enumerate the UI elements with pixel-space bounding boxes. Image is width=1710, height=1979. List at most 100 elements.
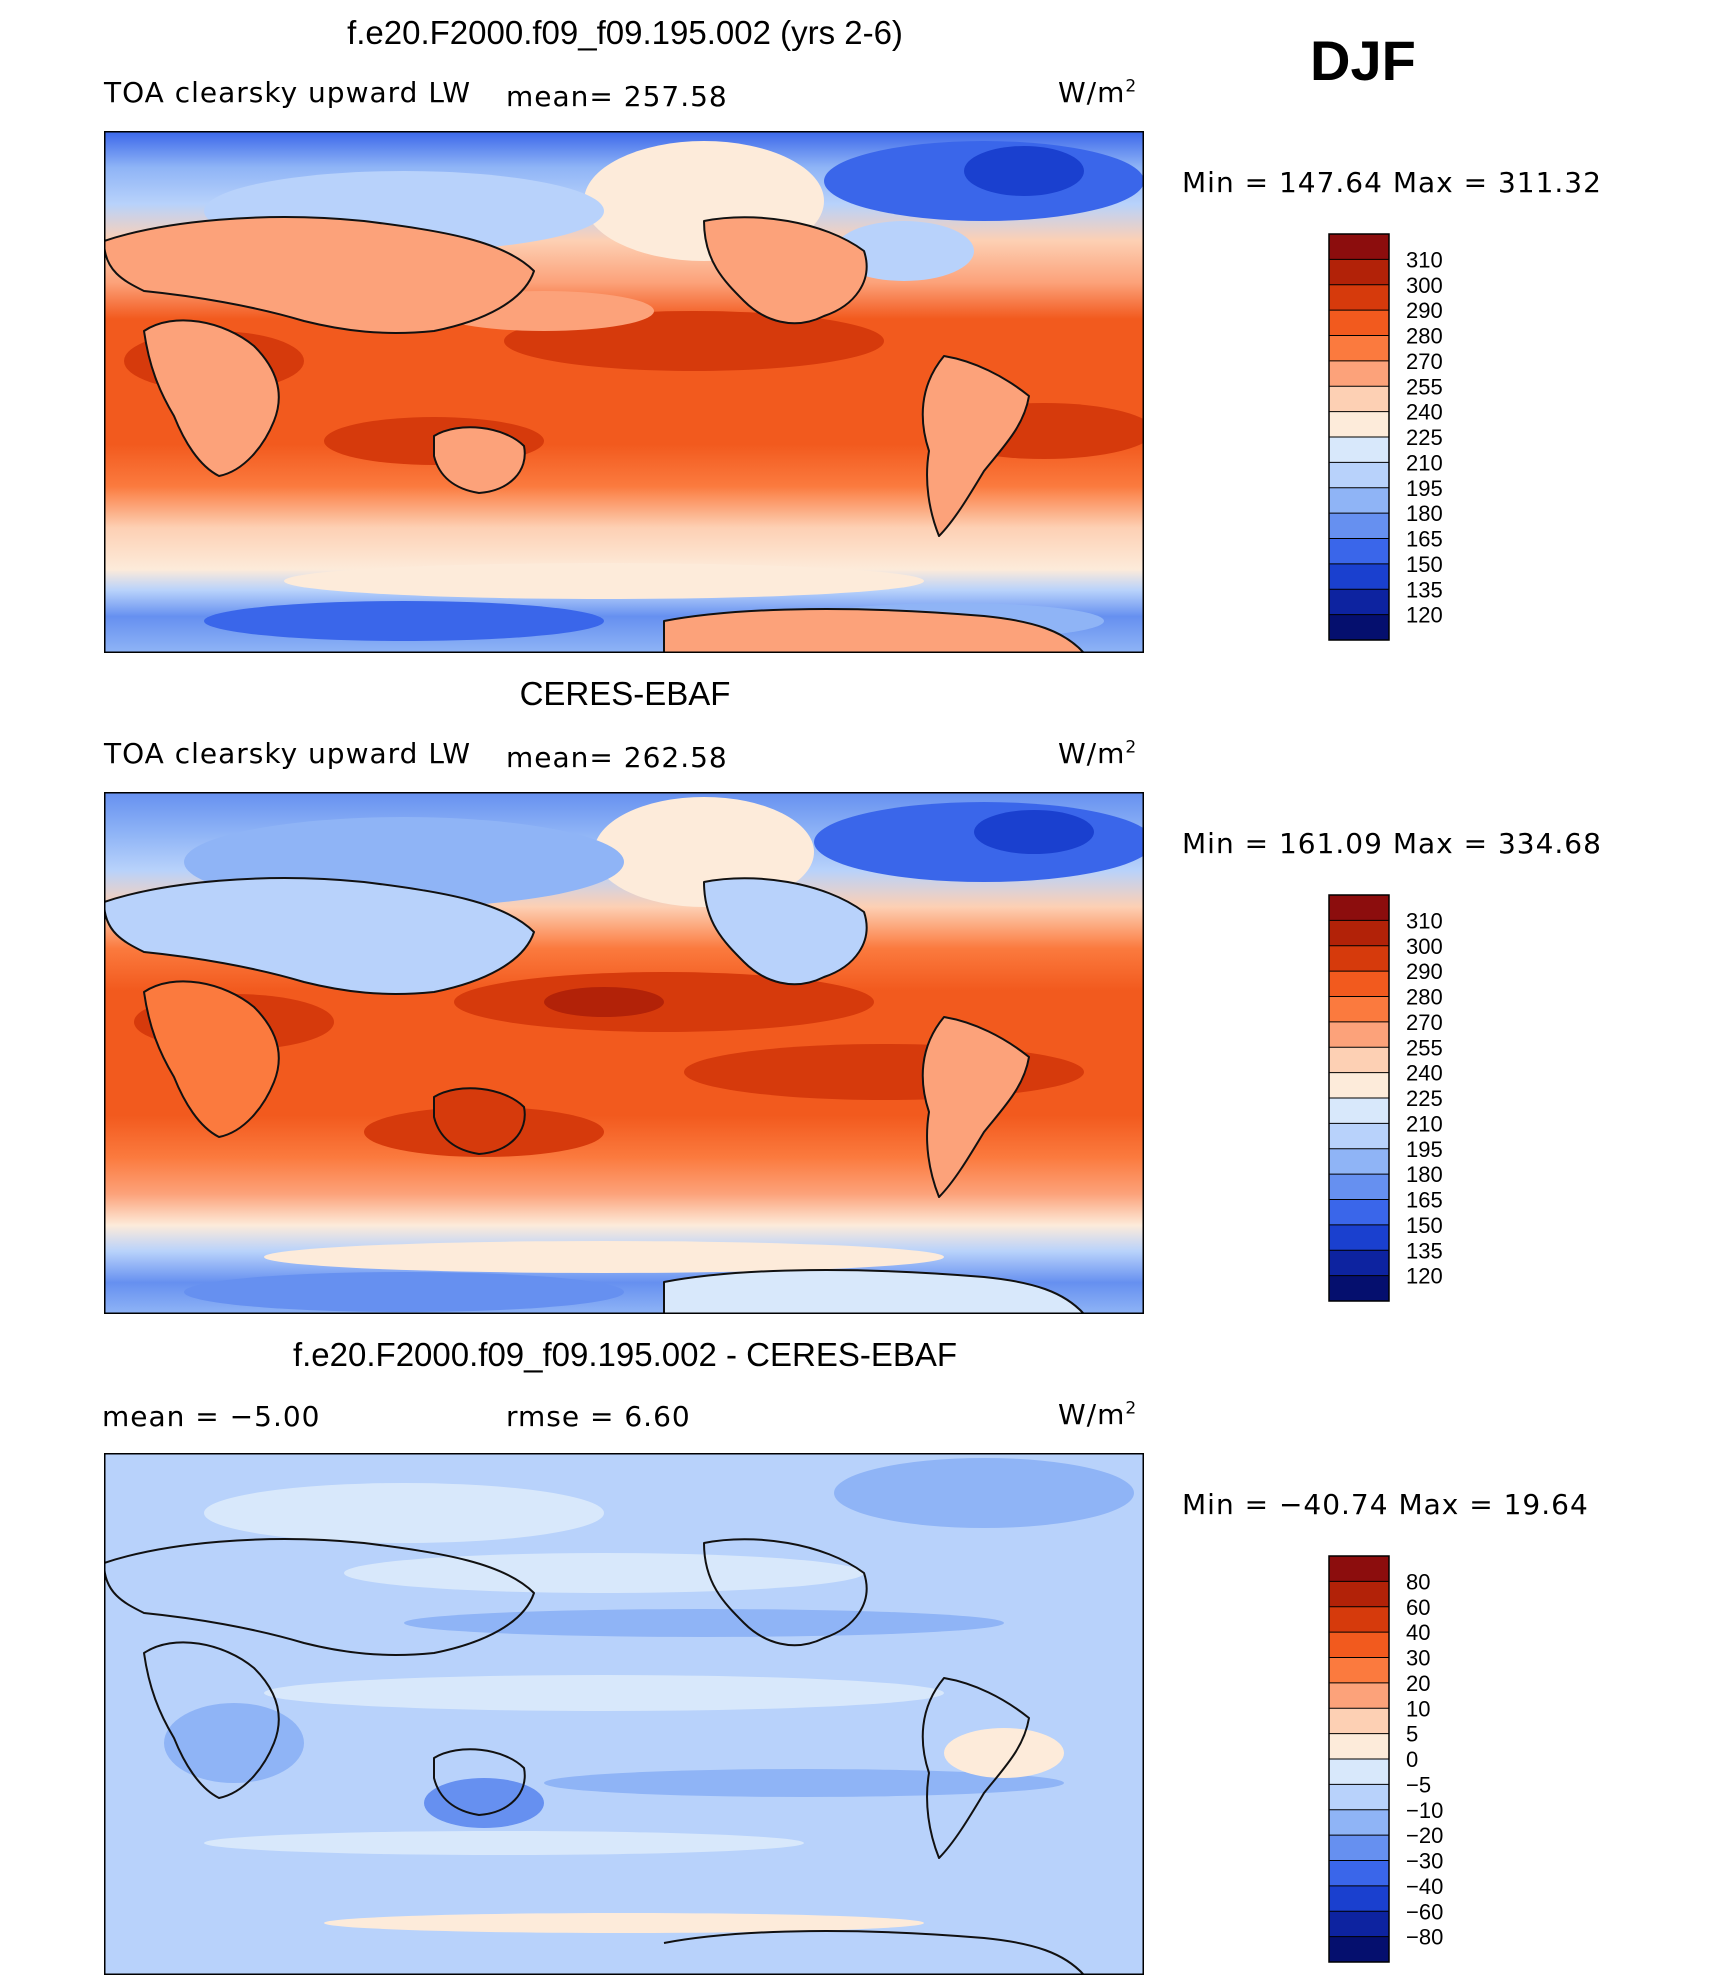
- colorbar-obs-swatch: [1329, 1224, 1389, 1251]
- panel-diff-rmse: rmse = 6.60: [506, 1400, 691, 1433]
- colorbar-diff-label: 40: [1406, 1620, 1430, 1645]
- colorbar-obs-label: 280: [1406, 985, 1443, 1010]
- map-model-toa-clearsky-lw: [104, 131, 1144, 653]
- colorbar-model-label: 195: [1406, 476, 1443, 501]
- colorbar-model-label: 120: [1406, 603, 1443, 628]
- colorbar-model-label: 270: [1406, 349, 1443, 374]
- colorbar-obs-swatch: [1329, 1098, 1389, 1124]
- colorbar-model-label: 255: [1406, 374, 1443, 399]
- panel-model-title: f.e20.F2000.f09_f09.195.002 (yrs 2-6): [347, 14, 903, 51]
- panel-model-variable-label: TOA clearsky upward LW: [104, 76, 472, 109]
- colorbar-diff-swatch: [1329, 1784, 1389, 1811]
- colorbar-diff-label: −5: [1406, 1772, 1431, 1797]
- colorbar-obs-swatch: [1329, 1148, 1389, 1175]
- colorbar-diff-swatch: [1329, 1835, 1389, 1862]
- colorbar-model-swatch: [1329, 310, 1389, 337]
- colorbar-model-label: 225: [1406, 425, 1443, 450]
- panel-model-minmax: Min = 147.64 Max = 311.32: [1182, 166, 1602, 199]
- colorbar-diff-swatch: [1329, 1556, 1389, 1582]
- panel-diff-title: f.e20.F2000.f09_f09.195.002 - CERES-EBAF: [292, 1336, 958, 1373]
- colorbar-model-swatch: [1329, 386, 1389, 413]
- colorbar-diff-label: 10: [1406, 1696, 1430, 1721]
- colorbar-diff-label: 80: [1406, 1569, 1430, 1594]
- colorbar-obs-label: 225: [1406, 1086, 1443, 1111]
- colorbar-diff-label: 0: [1406, 1747, 1418, 1772]
- colorbar-obs-swatch: [1329, 1047, 1389, 1074]
- colorbar-model-swatch: [1329, 234, 1389, 260]
- colorbar-obs: 3103002902802702552402252101951801651501…: [1328, 894, 1443, 1302]
- colorbar-model-label: 290: [1406, 298, 1443, 323]
- colorbar-model-swatch: [1329, 614, 1389, 641]
- colorbar-obs-label: 255: [1406, 1035, 1443, 1060]
- colorbar-obs-label: 150: [1406, 1213, 1443, 1238]
- colorbar-diff-swatch: [1329, 1911, 1389, 1938]
- colorbar-model-swatch: [1329, 360, 1389, 387]
- colorbar-obs-swatch: [1329, 1021, 1389, 1048]
- panel-obs-minmax: Min = 161.09 Max = 334.68: [1182, 827, 1602, 860]
- colorbar-obs-swatch: [1329, 1072, 1389, 1099]
- colorbar-diff-swatch: [1329, 1885, 1389, 1912]
- colorbar-model: 3103002902802702552402252101951801651501…: [1328, 233, 1443, 641]
- colorbar-diff-swatch: [1329, 1682, 1389, 1709]
- colorbar-obs-swatch: [1329, 996, 1389, 1023]
- panel-diff-minmax: Min = −40.74 Max = 19.64: [1182, 1488, 1589, 1521]
- colorbar-obs-label: 135: [1406, 1238, 1443, 1263]
- map-obs-ceres-ebaf: [104, 792, 1144, 1314]
- colorbar-obs-swatch: [1329, 1123, 1389, 1150]
- colorbar-model-swatch: [1329, 437, 1389, 463]
- colorbar-model-label: 240: [1406, 400, 1443, 425]
- colorbar-obs-label: 165: [1406, 1188, 1443, 1213]
- panel-obs-title: CERES-EBAF: [519, 675, 731, 712]
- colorbar-diff-swatch: [1329, 1936, 1389, 1963]
- colorbar-diff-swatch: [1329, 1733, 1389, 1760]
- colorbar-diff-label: −60: [1406, 1899, 1443, 1924]
- colorbar-obs-label: 240: [1406, 1061, 1443, 1086]
- colorbar-model-swatch: [1329, 259, 1389, 286]
- colorbar-diff-label: −80: [1406, 1925, 1443, 1950]
- colorbar-model-swatch: [1329, 284, 1389, 311]
- map-difference: [104, 1453, 1144, 1975]
- panel-obs-units: W/m2: [1058, 737, 1138, 770]
- season-label: DJF: [1310, 29, 1416, 92]
- colorbar-diff-label: −20: [1406, 1823, 1443, 1848]
- colorbar-model-swatch: [1329, 513, 1389, 540]
- panel-model-mean: mean= 257.58: [506, 80, 728, 113]
- colorbar-diff-label: −30: [1406, 1849, 1443, 1874]
- colorbar-diff-label: 20: [1406, 1671, 1430, 1696]
- colorbar-model-label: 310: [1406, 247, 1443, 272]
- colorbar-model-swatch: [1329, 538, 1389, 565]
- colorbar-obs-frame: [1328, 894, 1390, 1302]
- colorbar-diff-swatch: [1329, 1657, 1389, 1684]
- colorbar-model-swatch: [1329, 589, 1389, 616]
- panel-diff-units: W/m2: [1058, 1398, 1138, 1431]
- colorbar-model-swatch: [1329, 335, 1389, 362]
- colorbar-model-label: 300: [1406, 273, 1443, 298]
- panel-obs-variable-label: TOA clearsky upward LW: [104, 737, 472, 770]
- colorbar-diff-swatch: [1329, 1759, 1389, 1785]
- colorbar-obs-label: 120: [1406, 1264, 1443, 1289]
- colorbar-model-label: 135: [1406, 577, 1443, 602]
- colorbar-model-label: 180: [1406, 501, 1443, 526]
- colorbar-obs-label: 310: [1406, 908, 1443, 933]
- colorbar-obs-swatch: [1329, 1250, 1389, 1277]
- colorbar-model-swatch: [1329, 487, 1389, 514]
- colorbar-diff-label: −10: [1406, 1798, 1443, 1823]
- colorbar-model-label: 210: [1406, 450, 1443, 475]
- colorbar-obs-label: 180: [1406, 1162, 1443, 1187]
- colorbar-obs-swatch: [1329, 895, 1389, 921]
- colorbar-obs-label: 195: [1406, 1137, 1443, 1162]
- colorbar-model-label: 150: [1406, 552, 1443, 577]
- colorbar-diff-frame: [1328, 1555, 1390, 1963]
- colorbar-diff-label: 60: [1406, 1595, 1430, 1620]
- colorbar-obs-swatch: [1329, 1275, 1389, 1302]
- colorbar-model-swatch: [1329, 462, 1389, 489]
- colorbar-diff-label: 5: [1406, 1722, 1418, 1747]
- colorbar-diff-swatch: [1329, 1606, 1389, 1633]
- colorbar-model-swatch: [1329, 563, 1389, 590]
- colorbar-obs-label: 290: [1406, 959, 1443, 984]
- colorbar-obs-label: 300: [1406, 934, 1443, 959]
- colorbar-model-label: 280: [1406, 324, 1443, 349]
- colorbar-diff-swatch: [1329, 1860, 1389, 1887]
- colorbar-model-swatch: [1329, 411, 1389, 438]
